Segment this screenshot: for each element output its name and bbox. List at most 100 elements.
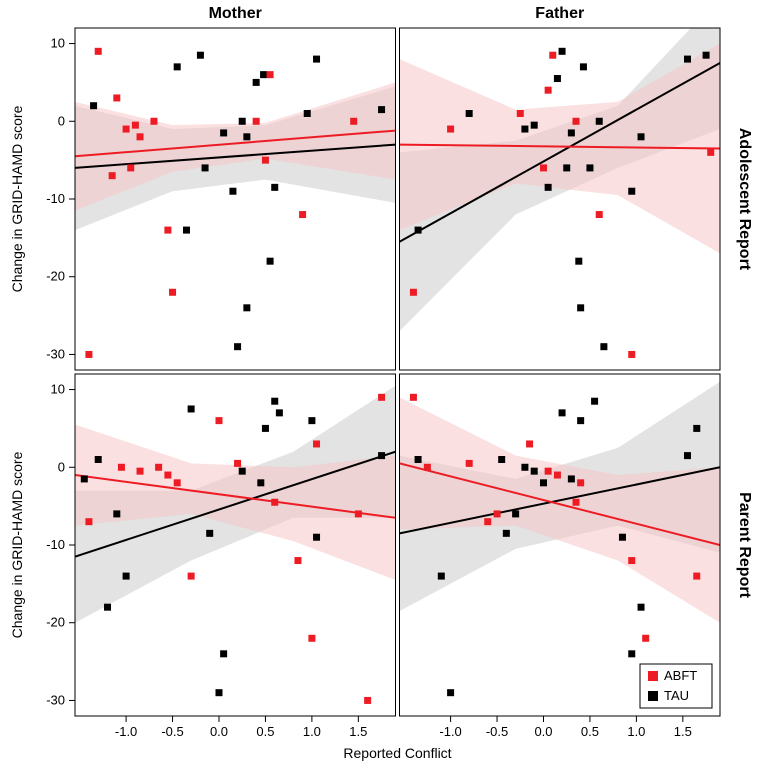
x-tick-label: 1.5: [349, 724, 367, 739]
y-tick-label: -30: [46, 346, 65, 361]
tau-point: [239, 468, 246, 475]
tau-point: [220, 129, 227, 136]
x-tick-label: 1.5: [674, 724, 692, 739]
tau-point: [619, 534, 626, 541]
tau-point: [95, 456, 102, 463]
legend-label: ABFT: [664, 668, 697, 683]
legend-label: TAU: [664, 688, 689, 703]
tau-point: [276, 409, 283, 416]
tau-point: [596, 118, 603, 125]
tau-point: [638, 133, 645, 140]
abft-point: [693, 573, 700, 580]
abft-point: [118, 464, 125, 471]
tau-point: [267, 258, 274, 265]
y-axis-label: Change in GRID-HAMD score: [9, 105, 25, 292]
tau-point: [591, 398, 598, 405]
tau-point: [253, 79, 260, 86]
tau-point: [466, 110, 473, 117]
tau-point: [229, 188, 236, 195]
tau-point: [123, 573, 130, 580]
row-title: Adolescent Report: [736, 128, 753, 271]
x-tick-label: -0.5: [486, 724, 508, 739]
tau-point: [271, 184, 278, 191]
tau-point: [577, 304, 584, 311]
tau-point: [531, 122, 538, 129]
abft-point: [577, 479, 584, 486]
abft-point: [95, 48, 102, 55]
tau-point: [271, 398, 278, 405]
abft-point: [174, 479, 181, 486]
abft-point: [540, 164, 547, 171]
abft-point: [188, 573, 195, 580]
y-tick-label: -10: [46, 191, 65, 206]
tau-point: [575, 258, 582, 265]
col-title: Mother: [209, 5, 262, 22]
tau-point: [545, 184, 552, 191]
tau-point: [415, 227, 422, 234]
y-tick-label: -20: [46, 269, 65, 284]
abft-point: [355, 510, 362, 517]
y-tick-label: 0: [58, 113, 65, 128]
tau-point: [559, 409, 566, 416]
abft-point: [262, 157, 269, 164]
x-tick-label: -0.5: [161, 724, 183, 739]
tau-point: [415, 456, 422, 463]
abft-point: [378, 394, 385, 401]
tau-point: [568, 129, 575, 136]
abft-point: [526, 440, 533, 447]
tau-point: [563, 164, 570, 171]
abft-point: [410, 289, 417, 296]
abft-point: [313, 440, 320, 447]
tau-point: [304, 110, 311, 117]
abft-point: [484, 518, 491, 525]
abft-point: [299, 211, 306, 218]
tau-point: [580, 63, 587, 70]
tau-point: [243, 304, 250, 311]
abft-point: [164, 227, 171, 234]
legend: ABFT TAU: [640, 664, 712, 708]
abft-point: [169, 289, 176, 296]
abft-point: [549, 52, 556, 59]
tau-point: [378, 106, 385, 113]
panel: [400, 0, 721, 370]
abft-point: [253, 118, 260, 125]
y-tick-label: -20: [46, 615, 65, 630]
tau-point: [206, 530, 213, 537]
tau-point: [438, 573, 445, 580]
abft-point: [350, 118, 357, 125]
tau-point: [540, 479, 547, 486]
tau-point: [308, 417, 315, 424]
x-tick-label: 1.0: [627, 724, 645, 739]
tau-point: [703, 52, 710, 59]
abft-point: [545, 87, 552, 94]
abft-point: [642, 635, 649, 642]
tau-point: [521, 464, 528, 471]
tau-point: [693, 425, 700, 432]
tau-point: [234, 343, 241, 350]
abft-point: [234, 460, 241, 467]
tau-point: [531, 468, 538, 475]
x-tick-label: -1.0: [115, 724, 137, 739]
abft-point: [466, 460, 473, 467]
legend-marker: [648, 671, 658, 681]
abft-point: [85, 518, 92, 525]
y-tick-label: 10: [51, 36, 65, 51]
tau-point: [503, 530, 510, 537]
tau-point: [183, 227, 190, 234]
abft-point: [573, 499, 580, 506]
panel: -30 -20 -10 0 10: [46, 28, 395, 370]
abft-point: [127, 164, 134, 171]
abft-point: [164, 472, 171, 479]
tau-point: [220, 650, 227, 657]
abft-point: [308, 635, 315, 642]
abft-point: [137, 468, 144, 475]
tau-point: [239, 118, 246, 125]
abft-point: [573, 118, 580, 125]
tau-point: [684, 452, 691, 459]
tau-point: [257, 479, 264, 486]
tau-point: [577, 417, 584, 424]
abft-point: [123, 126, 130, 133]
abft-point: [494, 510, 501, 517]
tau-point: [684, 56, 691, 63]
abft-point: [707, 149, 714, 156]
